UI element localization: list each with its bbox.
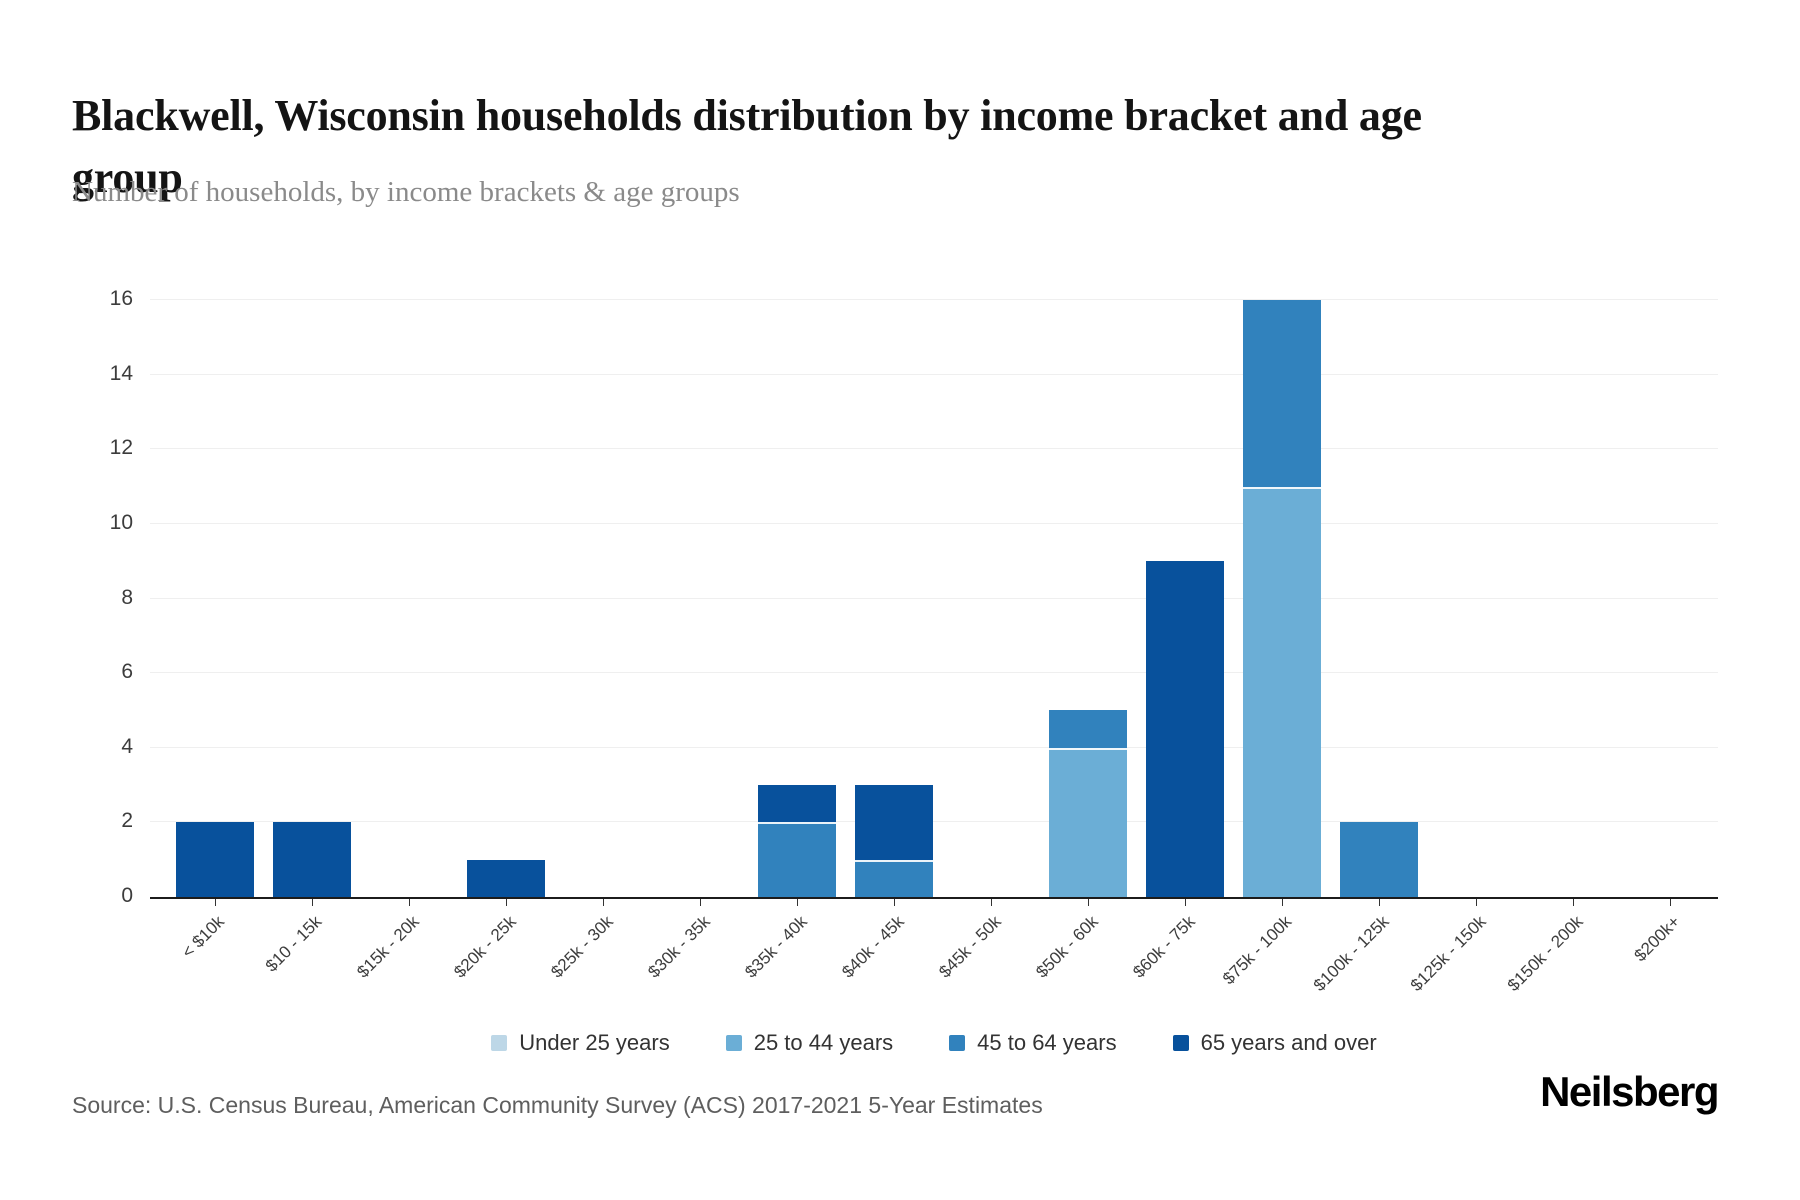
x-axis-tick [215,899,216,906]
x-axis-tick-label: $45k - 50k [934,912,1005,982]
x-axis-tick-label: $10 - 15k [261,912,326,976]
x-axis-tick [991,899,992,906]
y-axis-tick-label: 16 [109,287,133,310]
legend: Under 25 years 25 to 44 years 45 to 64 yea… [150,1030,1718,1056]
x-axis-tick-label: $200k+ [1630,912,1684,966]
legend-item[interactable]: Under 25 years [491,1030,670,1056]
y-axis-tick-label: 14 [109,361,133,385]
x-axis-tick [1379,899,1380,906]
x-axis-tick [1670,899,1671,906]
x-axis-tick [894,899,895,906]
y-axis-tick-label: 8 [121,585,133,609]
x-axis-tick [797,899,798,906]
horizontal-gridline [150,522,1718,524]
x-axis-tick-label: $25k - 30k [546,912,617,982]
x-axis-tick [1282,899,1283,906]
horizontal-gridline [150,448,1718,450]
x-axis-tick [1088,899,1089,906]
y-axis-tick-label: 10 [109,510,133,534]
x-axis-tick [1185,899,1186,906]
x-axis-tick [409,899,410,906]
horizontal-gridline [150,373,1718,375]
bar-segment[interactable] [1340,822,1418,897]
chart-title: Blackwell, Wisconsin households distribu… [72,91,1422,203]
x-axis-tick [603,899,604,906]
x-axis-tick [506,899,507,906]
chart-subtitle: Number of households, by income brackets… [72,176,740,208]
legend-label: 45 to 64 years [977,1030,1117,1055]
legend-item[interactable]: 65 years and over [1172,1030,1377,1056]
y-axis-tick-label: 0 [121,884,133,907]
legend-label: 25 to 44 years [753,1030,894,1055]
x-axis-tick-label: $100k - 125k [1309,912,1393,995]
y-axis-tick-label: 2 [121,809,133,833]
legend-swatch [1172,1035,1189,1051]
y-axis-tick-label: 6 [121,660,133,684]
y-axis: 0 2 4 6 8 10 12 14 16 [0,287,140,907]
legend-label: Under 25 years [519,1030,670,1055]
legend-label: 65 years and over [1200,1030,1377,1055]
x-axis-tick [700,899,701,906]
horizontal-gridline [150,821,1718,823]
x-axis-tick-label: $125k - 150k [1406,912,1490,995]
x-axis-tick [1476,899,1477,906]
legend-item[interactable]: 45 to 64 years [949,1030,1117,1056]
x-axis-tick-label: < $10k [178,912,229,962]
source-note: Source: U.S. Census Bureau, American Com… [72,1092,1043,1118]
bar-segment[interactable] [467,859,545,897]
legend-swatch [491,1035,508,1051]
x-axis-tick-label: $35k - 40k [740,912,811,982]
bar-segment[interactable] [1146,561,1224,897]
neilsberg-logo: Neilsberg [1540,1068,1719,1115]
bar-segment[interactable] [273,822,351,897]
bar-segment[interactable] [855,859,933,897]
x-axis-tick [1573,899,1574,906]
x-axis-tick-label: $20k - 25k [449,912,520,982]
legend-item[interactable]: 25 to 44 years [725,1030,894,1056]
x-axis-tick-label: $40k - 45k [837,912,908,982]
x-axis-tick-label: $50k - 60k [1031,912,1102,982]
plot-area: < $10k $10 - 15k $15k - 20k $20k - 25k $25k … [150,299,1718,995]
bar-segment[interactable] [1243,486,1321,897]
bar-segment[interactable] [1049,747,1127,897]
bar-segment[interactable] [1243,300,1321,487]
horizontal-gridline [150,299,1718,300]
x-axis-tick-label: $60k - 75k [1128,912,1199,982]
y-axis-tick-label: 12 [109,436,133,460]
bar-segment[interactable] [855,785,933,860]
legend-swatch [725,1035,742,1051]
bar-segment[interactable] [1049,710,1127,748]
bar-segment[interactable] [176,822,254,897]
y-axis-tick-label: 4 [121,734,133,758]
x-axis-tick-label: $75k - 100k [1219,912,1296,989]
horizontal-gridline [150,672,1718,674]
x-axis-tick-label: $150k - 200k [1503,912,1587,995]
horizontal-gridline [150,597,1718,599]
bar-segment[interactable] [758,822,836,897]
x-axis-tick-label: $30k - 35k [643,912,714,982]
horizontal-gridline [150,746,1718,748]
x-axis-tick-label: $15k - 20k [352,912,423,982]
x-axis-tick [312,899,313,906]
legend-swatch [949,1035,966,1051]
bar-segment[interactable] [758,785,836,823]
